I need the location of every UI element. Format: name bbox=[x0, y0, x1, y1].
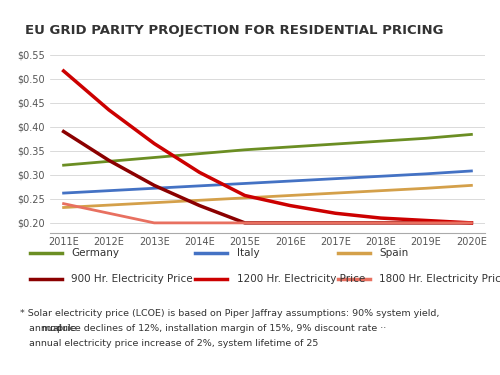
Text: 900 Hr. Electricity Price: 900 Hr. Electricity Price bbox=[71, 274, 192, 284]
Text: Germany: Germany bbox=[71, 248, 119, 258]
Text: Italy: Italy bbox=[236, 248, 259, 258]
Text: * Solar electricity price (LCOE) is based on Piper Jaffray assumptions: 90% syst: * Solar electricity price (LCOE) is base… bbox=[20, 309, 440, 318]
Text: module: module bbox=[41, 324, 76, 333]
Text: Spain: Spain bbox=[379, 248, 408, 258]
Text: price declines of 12%, installation margin of 15%, 9% discount rate ··: price declines of 12%, installation marg… bbox=[54, 324, 386, 333]
Text: annual: annual bbox=[20, 324, 64, 333]
Text: annual electricity price increase of 2%, system lifetime of 25: annual electricity price increase of 2%,… bbox=[20, 339, 318, 348]
Text: EU GRID PARITY PROJECTION FOR RESIDENTIAL PRICING: EU GRID PARITY PROJECTION FOR RESIDENTIA… bbox=[25, 24, 444, 38]
Text: 1200 Hr. Electricity Price: 1200 Hr. Electricity Price bbox=[236, 274, 365, 284]
Text: 1800 Hr. Electricity Price: 1800 Hr. Electricity Price bbox=[379, 274, 500, 284]
